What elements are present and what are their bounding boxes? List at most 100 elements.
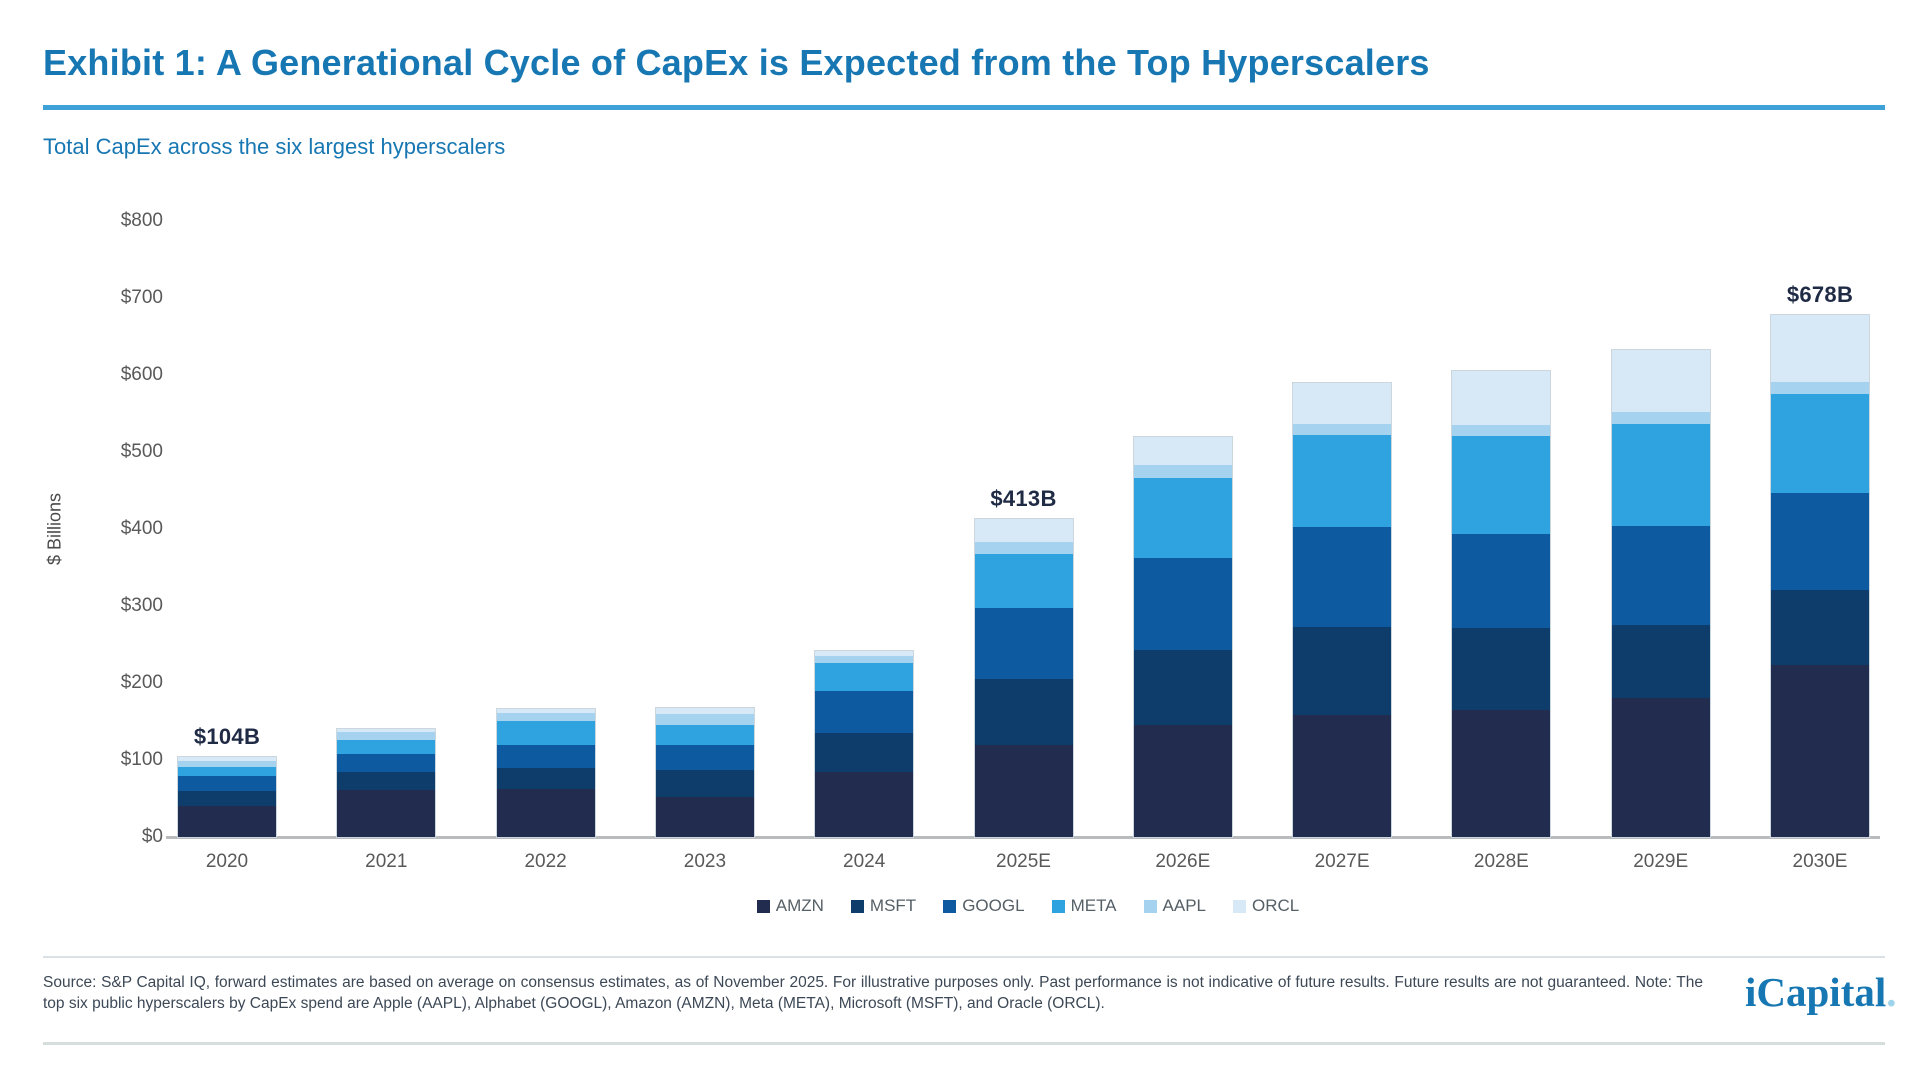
segment-orcl <box>178 756 276 761</box>
y-tick-label: $200 <box>120 672 163 693</box>
segment-orcl <box>496 709 595 714</box>
segment-amzn <box>1771 665 1869 837</box>
y-tick-label: $0 <box>141 826 163 847</box>
y-tick-label: $100 <box>120 749 163 770</box>
x-tick-label-2022: 2022 <box>524 851 567 872</box>
segment-meta <box>496 720 595 746</box>
x-tick-label-2023: 2023 <box>683 851 727 872</box>
bar-2027e <box>1292 381 1393 839</box>
segment-amzn <box>337 790 436 837</box>
legend-label-aapl: AAPL <box>1162 896 1207 915</box>
bar-2025e <box>973 518 1074 838</box>
bar-2030e <box>1770 313 1870 839</box>
segment-googl <box>974 607 1073 680</box>
segment-googl <box>178 776 276 791</box>
legend-item-amzn: AMZN <box>756 896 824 916</box>
segment-msft <box>1293 626 1392 715</box>
legend-label-googl: GOOGL <box>962 896 1025 915</box>
bar-2026e <box>1132 435 1233 839</box>
x-tick-label-2021: 2021 <box>365 851 408 872</box>
segment-meta <box>1133 478 1232 559</box>
segment-aapl <box>1452 425 1551 436</box>
segment-meta <box>974 553 1073 608</box>
segment-msft <box>1133 649 1232 726</box>
y-tick-label: $500 <box>120 441 163 462</box>
segment-amzn <box>1452 709 1551 837</box>
total-label-2020: $104B <box>193 723 261 749</box>
segment-googl <box>1133 558 1232 650</box>
segment-msft <box>974 679 1073 746</box>
segment-aapl <box>1611 411 1710 425</box>
total-label-2025e: $413B <box>990 485 1057 511</box>
y-tick-label: $700 <box>120 287 163 308</box>
bar-2029e <box>1610 349 1711 838</box>
bar-2023 <box>654 707 755 838</box>
x-tick-label-2020: 2020 <box>205 851 249 872</box>
segment-meta <box>337 739 436 754</box>
y-tick-label: $600 <box>120 364 163 385</box>
legend-swatch-googl <box>943 899 957 913</box>
y-axis-title: $ Billions <box>44 492 65 566</box>
segment-googl <box>337 753 436 773</box>
segment-orcl <box>1452 371 1551 426</box>
legend-item-googl: GOOGL <box>943 896 1025 916</box>
x-tick-label-2025e: 2025E <box>996 851 1051 872</box>
legend-swatch-aapl <box>1143 899 1157 913</box>
segment-googl <box>1293 526 1392 627</box>
segment-amzn <box>178 806 276 837</box>
segment-msft <box>655 770 754 797</box>
footer-divider-bottom <box>43 1042 1885 1045</box>
legend-swatch-amzn <box>756 899 770 913</box>
segment-aapl <box>1133 465 1232 479</box>
segment-meta <box>1293 435 1392 527</box>
title-underline <box>43 105 1885 110</box>
segment-aapl <box>337 732 436 740</box>
legend-label-amzn: AMZN <box>775 896 824 915</box>
segment-orcl <box>815 650 914 657</box>
segment-googl <box>815 690 914 734</box>
segment-aapl <box>655 713 754 725</box>
y-tick-label: $300 <box>120 595 163 616</box>
bar-2028e <box>1451 370 1552 838</box>
segment-googl <box>655 745 754 771</box>
x-tick-label-2028e: 2028E <box>1473 851 1529 872</box>
exhibit-title: Exhibit 1: A Generational Cycle of CapEx… <box>43 42 1430 83</box>
x-tick-label-2024: 2024 <box>843 851 886 872</box>
logo-dot: . <box>1886 969 1897 1015</box>
segment-meta <box>1771 394 1869 493</box>
legend-swatch-orcl <box>1233 899 1247 913</box>
segment-msft <box>815 733 914 773</box>
segment-orcl <box>655 708 754 714</box>
segment-orcl <box>1611 350 1710 412</box>
segment-aapl <box>974 542 1073 554</box>
bar-2024 <box>814 649 915 839</box>
segment-amzn <box>496 789 595 837</box>
segment-orcl <box>1293 382 1392 425</box>
segment-orcl <box>974 519 1073 543</box>
x-axis-line <box>166 836 1880 839</box>
segment-amzn <box>1611 698 1710 837</box>
segment-googl <box>1452 533 1551 628</box>
segment-aapl <box>496 713 595 721</box>
legend-item-aapl: AAPL <box>1143 896 1207 916</box>
legend-item-meta: META <box>1051 896 1117 916</box>
plot-area: $104B $413B $678B <box>166 221 1880 839</box>
source-note: Source: S&P Capital IQ, forward estimate… <box>43 974 1703 1012</box>
segment-meta <box>1611 424 1710 526</box>
segment-msft <box>1452 627 1551 710</box>
segment-amzn <box>655 796 754 837</box>
segment-googl <box>496 745 595 769</box>
legend-label-msft: MSFT <box>869 896 917 915</box>
segment-msft <box>178 790 276 807</box>
segment-aapl <box>178 760 276 767</box>
segment-msft <box>337 772 436 791</box>
chart-legend: AMZN MSFT GOOGL META AAPL ORCL <box>178 896 1878 916</box>
bar-2022 <box>495 708 596 838</box>
segment-orcl <box>1771 314 1869 382</box>
segment-msft <box>496 768 595 790</box>
y-tick-label: $800 <box>120 210 163 231</box>
footer-divider-top <box>43 956 1885 958</box>
legend-item-orcl: ORCL <box>1233 896 1299 916</box>
segment-googl <box>1611 525 1710 626</box>
segment-amzn <box>815 772 914 837</box>
